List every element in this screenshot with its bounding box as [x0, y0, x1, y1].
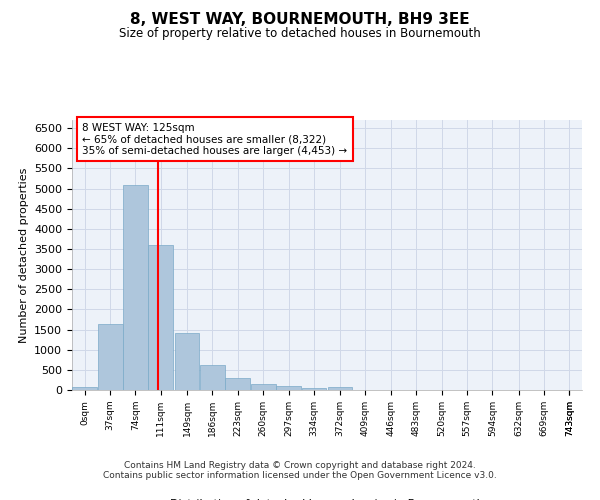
Bar	[72, 387, 97, 390]
Text: 8, WEST WAY, BOURNEMOUTH, BH9 3EE: 8, WEST WAY, BOURNEMOUTH, BH9 3EE	[130, 12, 470, 28]
Y-axis label: Number of detached properties: Number of detached properties	[19, 168, 29, 342]
Bar	[276, 386, 301, 390]
Bar	[328, 388, 352, 390]
Bar	[175, 333, 199, 390]
Text: 8 WEST WAY: 125sqm
← 65% of detached houses are smaller (8,322)
35% of semi-deta: 8 WEST WAY: 125sqm ← 65% of detached hou…	[82, 122, 347, 156]
Text: Contains HM Land Registry data © Crown copyright and database right 2024.
Contai: Contains HM Land Registry data © Crown c…	[103, 460, 497, 480]
Bar	[200, 365, 225, 390]
Text: Size of property relative to detached houses in Bournemouth: Size of property relative to detached ho…	[119, 28, 481, 40]
X-axis label: Distribution of detached houses by size in Bournemouth: Distribution of detached houses by size …	[170, 498, 484, 500]
Bar	[302, 388, 326, 390]
Bar	[148, 245, 173, 390]
Bar	[98, 324, 122, 390]
Bar	[251, 384, 275, 390]
Bar	[226, 378, 250, 390]
Bar	[123, 186, 148, 390]
